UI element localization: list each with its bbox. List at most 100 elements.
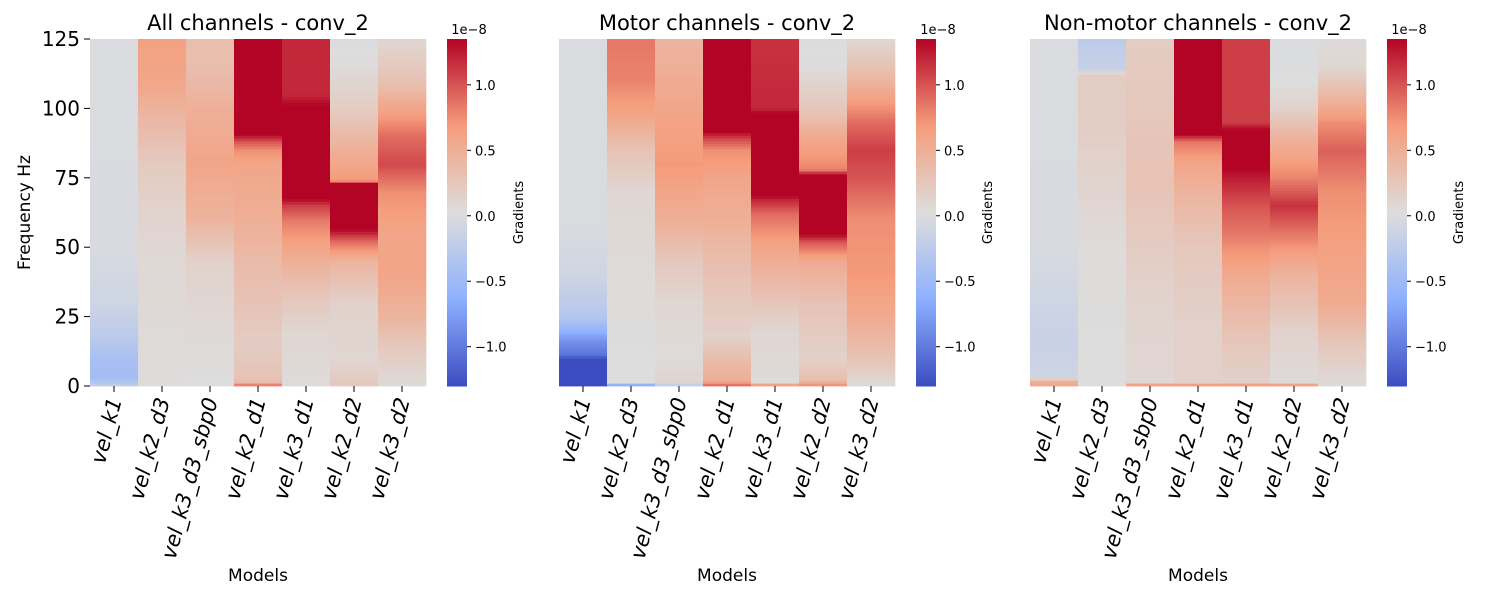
heatmap-cell (138, 124, 187, 128)
heatmap-cell (90, 251, 139, 255)
heatmap-cell (703, 275, 752, 279)
heatmap-cell (1318, 160, 1367, 164)
colorbar-segment (916, 172, 936, 176)
heatmap-cell (1174, 284, 1223, 288)
heatmap-cell (559, 99, 608, 103)
heatmap-cell (138, 284, 187, 288)
heatmap-cell (847, 292, 896, 296)
heatmap-cell (282, 264, 331, 268)
heatmap-cell (847, 383, 896, 387)
heatmap-cell (703, 55, 752, 59)
heatmap-cell (1222, 289, 1271, 293)
heatmap-cell (1030, 157, 1079, 161)
heatmap-cell (751, 146, 800, 150)
colorbar-segment (916, 380, 936, 384)
heatmap-cell (378, 286, 427, 291)
heatmap-cell (607, 176, 656, 180)
heatmap-cell (1222, 350, 1271, 354)
heatmap-cell (655, 319, 704, 324)
heatmap-cell (799, 149, 848, 153)
heatmap-cell (330, 187, 379, 191)
heatmap-cell (799, 165, 848, 169)
heatmap-cell (1078, 374, 1127, 379)
heatmap-cell (282, 165, 331, 169)
heatmap-cell (234, 151, 283, 156)
heatmap-cell (330, 118, 379, 123)
heatmap-cell (1270, 256, 1319, 260)
heatmap-cell (559, 80, 608, 84)
heatmap-cell (1318, 88, 1367, 92)
heatmap-cell (1126, 377, 1175, 381)
heatmap-cell (138, 281, 187, 285)
heatmap-cell (1126, 157, 1175, 161)
heatmap-cell (751, 292, 800, 296)
heatmap-cell (282, 234, 331, 238)
heatmap-cell (655, 118, 704, 123)
heatmap-cell (1318, 242, 1367, 246)
heatmap-cell (1174, 311, 1223, 315)
heatmap-cell (330, 339, 379, 343)
heatmap-cell (90, 149, 139, 153)
heatmap-cell (1174, 102, 1223, 106)
heatmap-cell (1174, 344, 1223, 348)
heatmap-cell (1126, 41, 1175, 45)
colorbar-segment (1387, 85, 1407, 89)
heatmap-cell (90, 374, 139, 379)
heatmap-cell (1174, 209, 1223, 213)
heatmap-cell (138, 77, 187, 81)
x-axis-label: Models (228, 566, 288, 586)
heatmap-cell (90, 129, 139, 134)
heatmap-cell (799, 135, 848, 139)
heatmap-cell (1318, 69, 1367, 73)
colorbar-segment (1387, 76, 1407, 80)
heatmap-cell (1078, 361, 1127, 365)
heatmap-cell (90, 105, 139, 109)
colorbar-segment (447, 108, 467, 112)
heatmap-cell (282, 140, 331, 145)
heatmap-cell (378, 39, 427, 43)
heatmap-cell (655, 330, 704, 335)
heatmap-cell (378, 361, 427, 365)
heatmap-cell (1222, 336, 1271, 340)
heatmap-cell (186, 99, 235, 103)
heatmap-column-vel_k3_d3_sbp0 (1126, 39, 1175, 387)
heatmap-cell (282, 85, 331, 89)
heatmap-cell (1174, 267, 1223, 271)
y-tick-label: 0 (67, 374, 80, 398)
heatmap-cell (847, 146, 896, 150)
heatmap-cell (1078, 226, 1127, 230)
heatmap-cell (282, 138, 331, 142)
heatmap-cell (186, 129, 235, 134)
heatmap-cell (330, 105, 379, 109)
colorbar-segment (916, 215, 936, 219)
heatmap-cell (90, 234, 139, 238)
heatmap-cell (799, 50, 848, 54)
heatmap-cell (1126, 143, 1175, 147)
heatmap-cell (847, 83, 896, 87)
heatmap-cell (751, 113, 800, 117)
heatmap-cell (1078, 242, 1127, 246)
heatmap-cell (138, 248, 187, 252)
colorbar-segment (1387, 79, 1407, 83)
heatmap-cell (703, 143, 752, 147)
heatmap-cell (186, 184, 235, 189)
colorbar-segment (1387, 50, 1407, 54)
heatmap-cell (378, 358, 427, 362)
heatmap-cell (90, 256, 139, 260)
heatmap-cell (799, 278, 848, 282)
heatmap-cell (1222, 162, 1271, 167)
colorbar-segment (1387, 319, 1407, 323)
heatmap-cell (378, 187, 427, 191)
heatmap-cell (655, 204, 704, 208)
heatmap-cell (703, 187, 752, 191)
heatmap-cell (330, 198, 379, 202)
heatmap-cell (703, 325, 752, 329)
colorbar-segment (1387, 105, 1407, 109)
heatmap-cell (234, 229, 283, 233)
heatmap-cell (1318, 198, 1367, 202)
heatmap-cell (607, 135, 656, 139)
heatmap-cell (703, 262, 752, 266)
heatmap-cell (1318, 102, 1367, 106)
heatmap-cell (330, 237, 379, 241)
heatmap-cell (138, 157, 187, 161)
